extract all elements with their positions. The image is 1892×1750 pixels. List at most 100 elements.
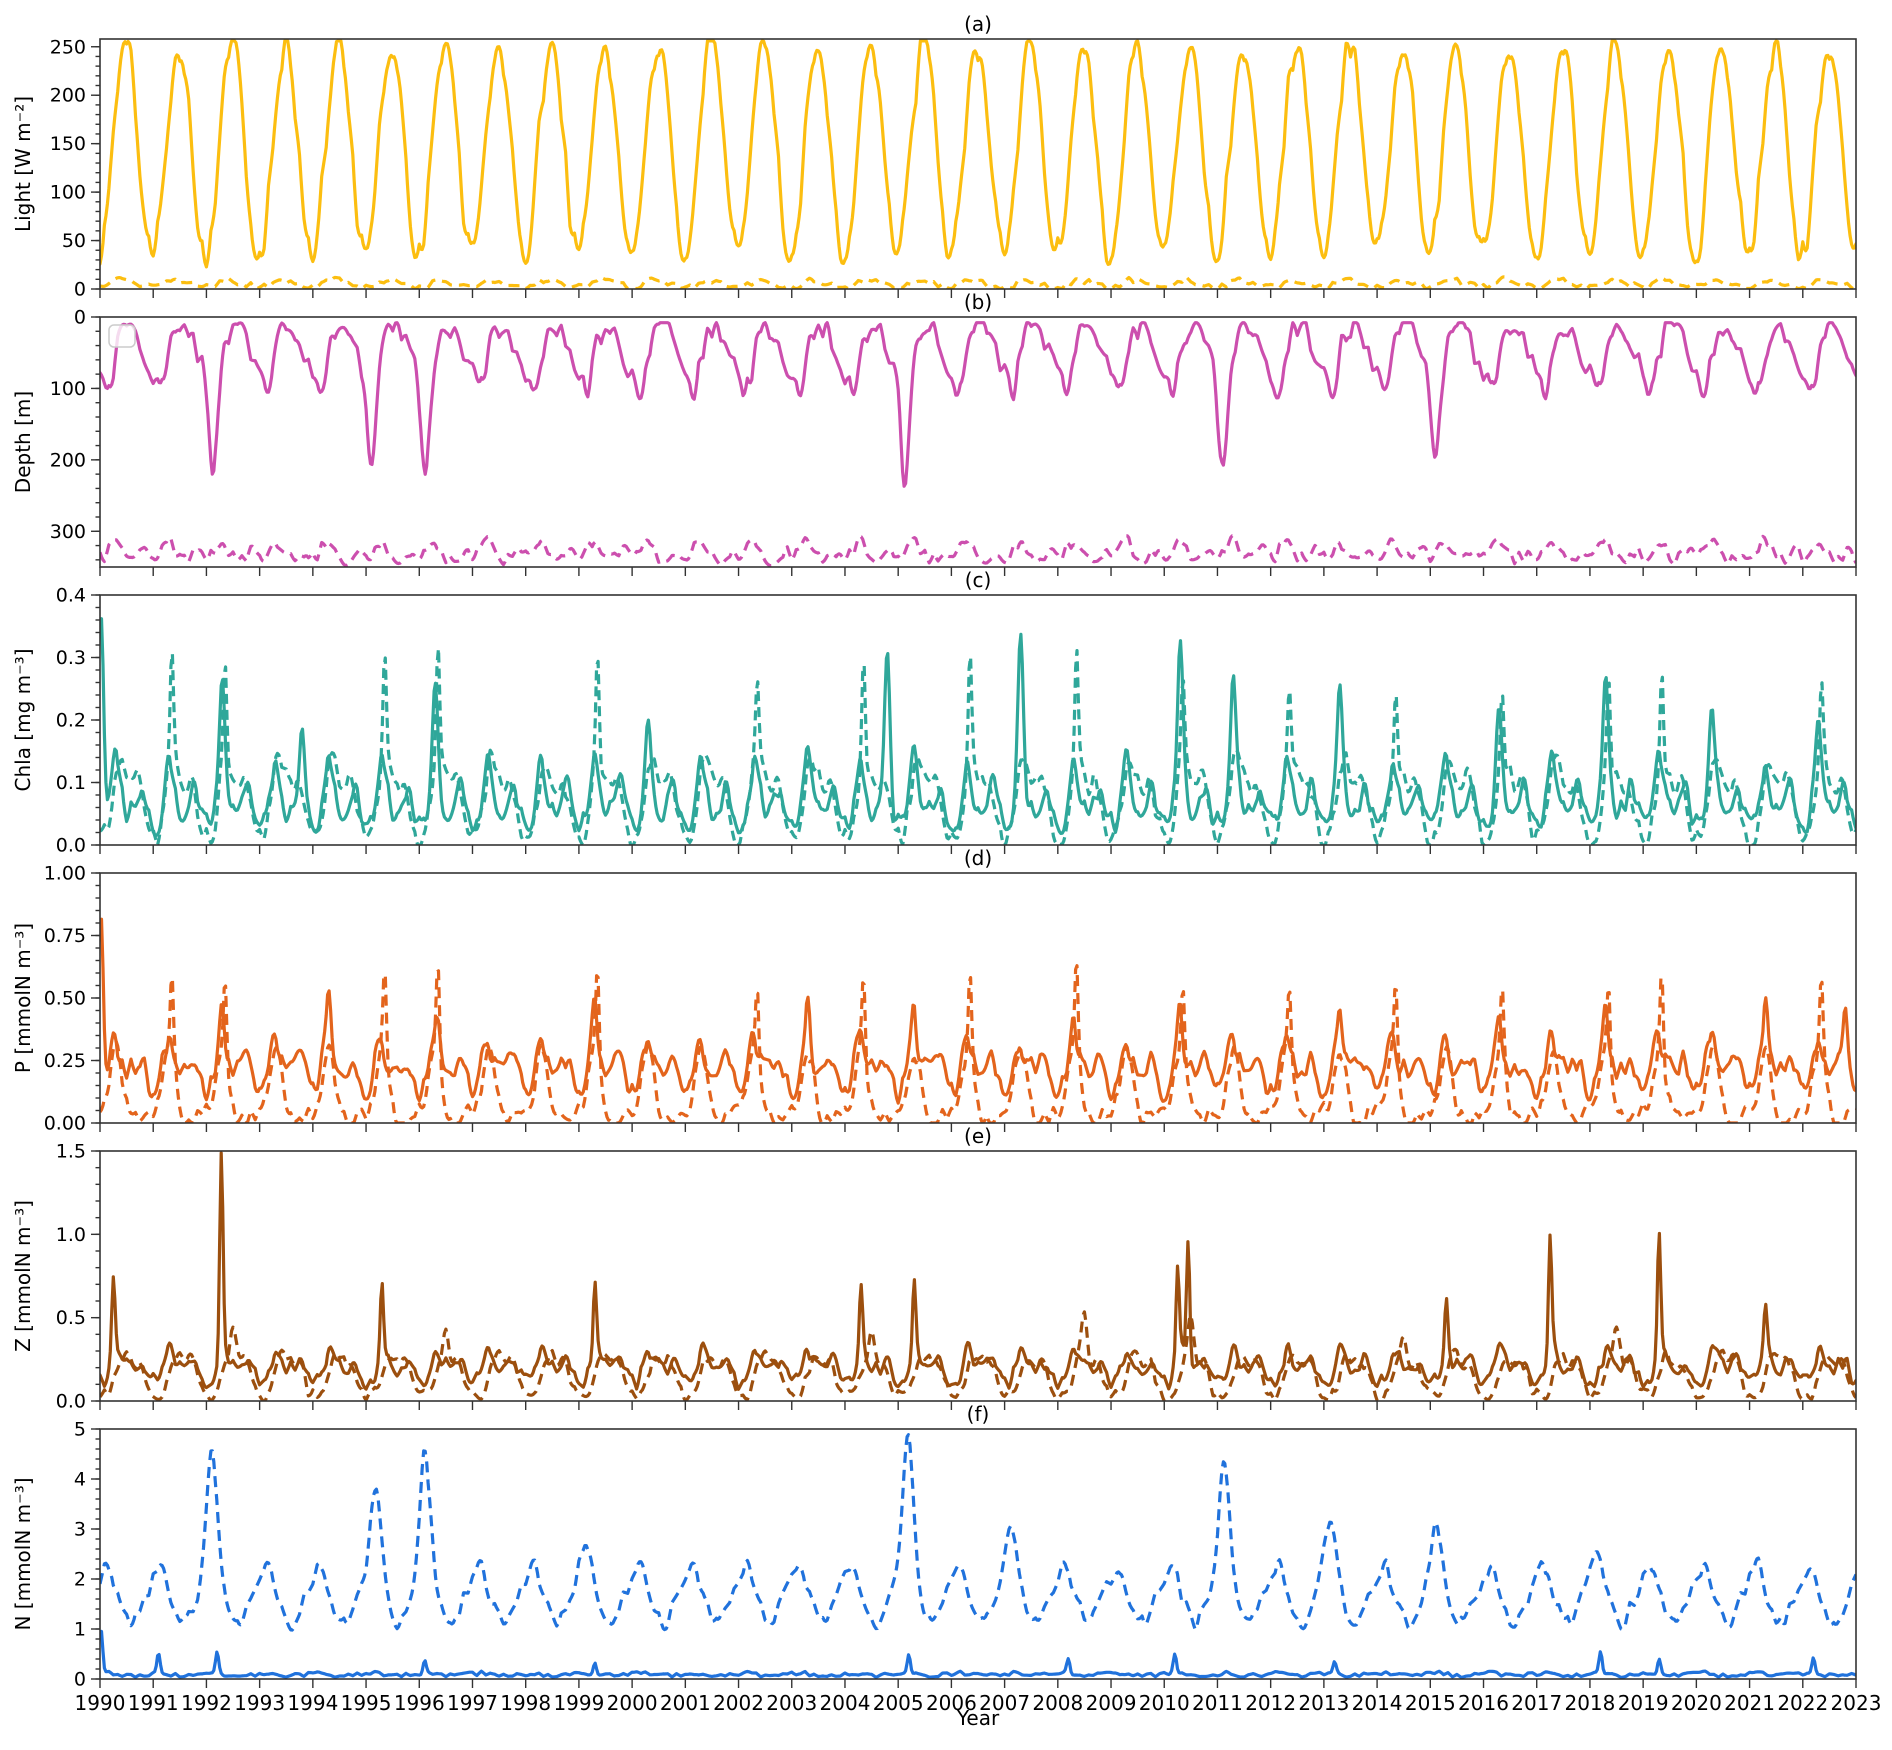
panel-f-ytick-labels: 0 1 2 3 4 5 (74, 1419, 86, 1691)
svg-text:150: 150 (50, 133, 86, 155)
svg-text:0.25: 0.25 (44, 1050, 86, 1072)
panel-d-ytick-labels: 0.00 0.25 0.50 0.75 1.00 (44, 863, 86, 1135)
svg-text:0.50: 0.50 (44, 988, 86, 1010)
panel-a-plot: 0 50 100 150 200 250 Light [W m⁻²] (11, 36, 1857, 301)
panel-c-ylabel: Chla [mg m⁻³] (11, 648, 35, 791)
panel-a-spines (99, 38, 1857, 290)
panel-c-dashed-series (100, 646, 1856, 845)
svg-text:1996: 1996 (394, 1691, 445, 1715)
panel-f-solid-series (100, 1629, 1856, 1679)
svg-text:0.0: 0.0 (56, 835, 86, 857)
panel-c-solid-series (100, 617, 1856, 838)
panel-e-title: (e) (964, 1124, 992, 1148)
svg-text:100: 100 (50, 182, 86, 204)
panel-e-ylabel: Z [mmolN m⁻³] (11, 1200, 35, 1352)
panel-c-plot: 0.0 0.1 0.2 0.3 0.4 Chla [mg m⁻³] (11, 585, 1857, 857)
svg-text:4: 4 (74, 1469, 86, 1491)
svg-text:0.75: 0.75 (44, 925, 86, 947)
panel-f: (f) 0 1 2 3 4 5 N [mmolN m⁻³] 1990 1991 1992 1993 1… (0, 1402, 1892, 1715)
svg-text:2002: 2002 (713, 1691, 764, 1715)
panel-e-ytick-labels: 0.0 0.5 1.0 1.5 (56, 1141, 86, 1413)
panel-d: (d) 0.00 0.25 0.50 0.75 1.00 P [mmolN m⁻³] (0, 846, 1892, 1135)
panel-b-solid-series (100, 321, 1856, 488)
panel-b-plot: 0 100 200 300 Depth [m] (11, 307, 1857, 576)
panel-d-dashed-series (100, 964, 1856, 1123)
panel-f-ylabel: N [mmolN m⁻³] (11, 1477, 35, 1630)
svg-text:2018: 2018 (1564, 1691, 1615, 1715)
panel-e-plot: 0.0 0.5 1.0 1.5 Z [mmolN m⁻³] (11, 1141, 1857, 1413)
panel-b-spines (99, 316, 1857, 568)
svg-text:2015: 2015 (1405, 1691, 1456, 1715)
panel-b-ylabel: Depth [m] (11, 391, 35, 493)
svg-text:5: 5 (74, 1419, 86, 1441)
svg-text:0.0: 0.0 (56, 1391, 86, 1413)
panel-b-dashed-series (100, 534, 1856, 567)
svg-text:2010: 2010 (1139, 1691, 1190, 1715)
panel-d-plot: 0.00 0.25 0.50 0.75 1.00 P [mmolN m⁻³] (11, 863, 1857, 1135)
svg-text:2011: 2011 (1192, 1691, 1243, 1715)
panel-a: (a) 0 50 100 150 200 250 Light [W m⁻²] (0, 12, 1892, 301)
panel-a-ylabel: Light [W m⁻²] (11, 96, 35, 232)
panel-d-ylabel: P [mmolN m⁻³] (11, 923, 35, 1073)
panel-a-ytick-labels: 0 50 100 150 200 250 (50, 36, 86, 300)
svg-text:2013: 2013 (1298, 1691, 1349, 1715)
svg-text:0.3: 0.3 (56, 647, 86, 669)
svg-text:2009: 2009 (1086, 1691, 1137, 1715)
svg-text:2020: 2020 (1671, 1691, 1722, 1715)
svg-text:2005: 2005 (873, 1691, 924, 1715)
svg-text:1999: 1999 (553, 1691, 604, 1715)
svg-text:2012: 2012 (1245, 1691, 1296, 1715)
svg-text:0: 0 (74, 1669, 86, 1691)
svg-text:2023: 2023 (1831, 1691, 1882, 1715)
x-axis-label: Year (956, 1706, 1000, 1730)
svg-text:2001: 2001 (660, 1691, 711, 1715)
svg-text:250: 250 (50, 36, 86, 58)
svg-text:2004: 2004 (820, 1691, 871, 1715)
svg-text:0: 0 (74, 279, 86, 301)
svg-text:200: 200 (50, 85, 86, 107)
svg-text:2000: 2000 (607, 1691, 658, 1715)
svg-text:1997: 1997 (447, 1691, 498, 1715)
svg-text:1992: 1992 (181, 1691, 232, 1715)
panel-a-dashed-series (100, 275, 1856, 289)
svg-text:1: 1 (74, 1619, 86, 1641)
panel-e-solid-series (100, 1151, 1856, 1391)
svg-text:0: 0 (74, 307, 86, 329)
svg-text:1.00: 1.00 (44, 863, 86, 885)
svg-text:3: 3 (74, 1519, 86, 1541)
panel-b: (b) 0 100 200 300 Depth [m] (0, 290, 1892, 576)
panel-b-ticks (91, 316, 1857, 576)
panel-b-empty-legend-box (108, 324, 136, 348)
svg-text:1994: 1994 (287, 1691, 338, 1715)
svg-text:1995: 1995 (341, 1691, 392, 1715)
svg-text:50: 50 (62, 230, 86, 252)
panel-d-ticks (91, 872, 1857, 1132)
svg-text:100: 100 (50, 378, 86, 400)
svg-text:1993: 1993 (234, 1691, 285, 1715)
svg-text:2021: 2021 (1724, 1691, 1775, 1715)
svg-text:0.00: 0.00 (44, 1113, 86, 1135)
svg-text:2: 2 (74, 1569, 86, 1591)
svg-text:1991: 1991 (128, 1691, 179, 1715)
svg-text:300: 300 (50, 521, 86, 543)
panel-d-solid-series (100, 917, 1856, 1105)
panel-c-title: (c) (964, 568, 992, 592)
svg-text:0.2: 0.2 (56, 710, 86, 732)
svg-text:1.0: 1.0 (56, 1224, 86, 1246)
panel-e-ticks (91, 1150, 1857, 1410)
panel-f-dashed-series (100, 1433, 1856, 1632)
svg-text:0.1: 0.1 (56, 772, 86, 794)
panel-e: (e) 0.0 0.5 1.0 1.5 Z [mmolN m⁻³] (0, 1124, 1892, 1413)
panel-f-title: (f) (966, 1402, 990, 1426)
svg-text:0.5: 0.5 (56, 1307, 86, 1329)
svg-text:2022: 2022 (1777, 1691, 1828, 1715)
panel-c: (c) 0.0 0.1 0.2 0.3 0.4 Chla [mg m⁻³] (0, 568, 1892, 857)
panel-e-dashed-series (100, 1310, 1856, 1401)
panel-a-ticks (91, 46, 1857, 298)
svg-text:200: 200 (50, 449, 86, 471)
panel-a-title: (a) (964, 12, 992, 36)
x-tick-labels: 1990 1991 1992 1993 1994 1995 1996 1997 1998 1999… (75, 1691, 1882, 1715)
panel-b-title: (b) (963, 290, 993, 314)
panel-d-title: (d) (963, 846, 993, 870)
